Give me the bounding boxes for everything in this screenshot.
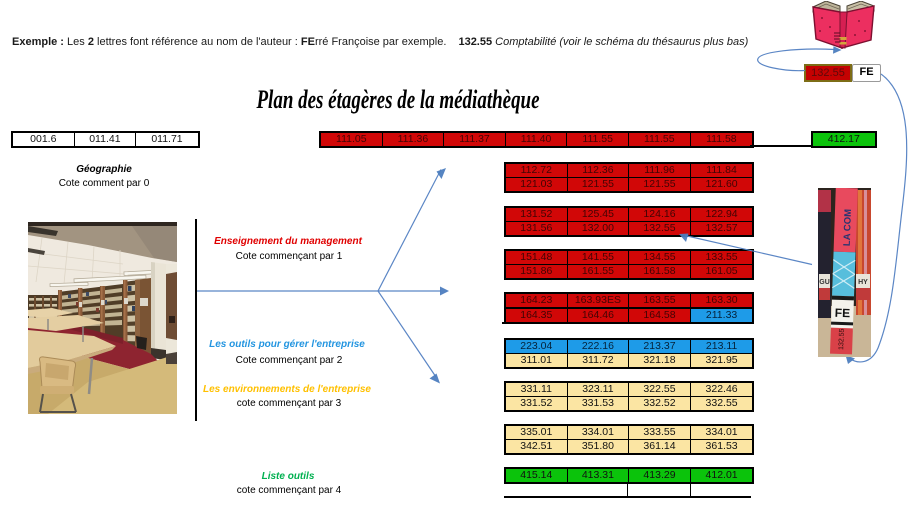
- svg-text:LA COM: LA COM: [842, 209, 854, 247]
- svg-text:HY: HY: [858, 279, 868, 286]
- svg-text:FE: FE: [835, 306, 851, 321]
- svg-text:132.55: 132.55: [838, 328, 846, 350]
- svg-text:GU: GU: [819, 279, 830, 286]
